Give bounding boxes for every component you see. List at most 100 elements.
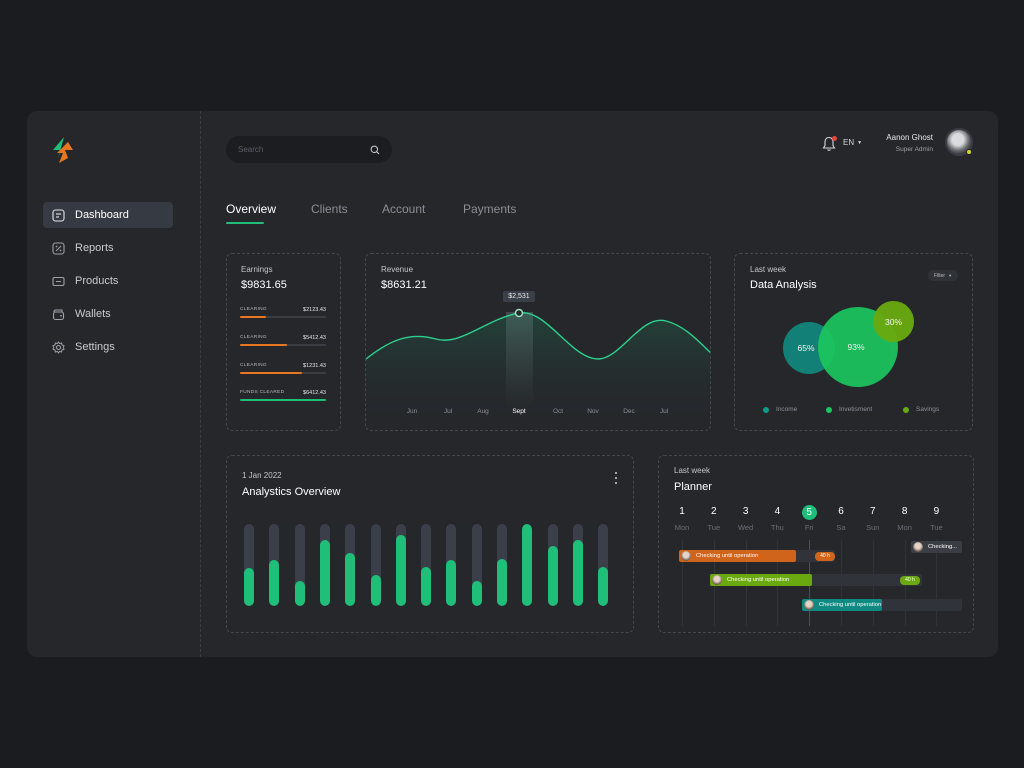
month-label[interactable]: Jul <box>659 408 669 415</box>
avatar[interactable] <box>945 128 973 156</box>
month-label[interactable]: Sept <box>512 408 526 415</box>
tab-clients[interactable]: Clients <box>311 202 348 216</box>
sidebar-item-dashboard[interactable]: Dashboard <box>43 202 173 228</box>
task-bar[interactable]: Checking... <box>911 541 962 553</box>
assignee-avatar <box>804 600 814 610</box>
analytics-date: 1 Jan 2022 <box>242 471 282 480</box>
task-hours-badge: 40 h <box>900 575 920 585</box>
wallet-icon <box>52 308 65 321</box>
data-analysis-title: Data Analysis <box>750 279 817 291</box>
search-input[interactable] <box>238 145 370 154</box>
legend-investment: Invetisment <box>826 406 872 413</box>
analytics-bar-fill <box>572 540 583 606</box>
language-selector[interactable]: EN ▼ <box>843 138 862 147</box>
day-name: Thu <box>770 523 784 532</box>
day-number: 2 <box>711 506 717 517</box>
analytics-bar[interactable] <box>446 524 457 606</box>
analytics-bar[interactable] <box>421 524 432 606</box>
analytics-bar[interactable] <box>572 524 583 606</box>
search-bar <box>226 136 392 163</box>
earnings-progress-track <box>240 399 326 401</box>
analytics-bar[interactable] <box>547 524 558 606</box>
user-name: Aanon Ghost <box>886 133 933 142</box>
planner-day[interactable]: 2 Tue <box>704 505 724 532</box>
sidebar-item-reports[interactable]: Reports <box>43 235 173 261</box>
month-label[interactable]: Jul <box>443 408 453 415</box>
legend-label: Income <box>776 406 798 413</box>
month-label[interactable]: Aug <box>477 408 489 415</box>
logo-icon <box>53 137 73 163</box>
assignee-avatar <box>712 575 722 585</box>
revenue-line-chart <box>366 308 710 430</box>
assignee-avatar <box>913 542 923 552</box>
month-label[interactable]: Nov <box>587 408 599 415</box>
planner-grid-line <box>682 540 683 626</box>
analytics-bar[interactable] <box>269 524 280 606</box>
task-label: Checking until operation <box>696 553 759 559</box>
planner-card: Last week Planner 1 Mon 2 Tue 3 Wed 4 Thu 5 Fri 6 S… <box>658 455 974 633</box>
tab-payments[interactable]: Payments <box>463 202 517 216</box>
task-bar[interactable]: Checking until operation <box>802 599 882 611</box>
task-bar[interactable]: Checking until operation <box>679 550 796 562</box>
dashboard-app: Dashboard Reports Products Wallets Setti… <box>27 111 998 657</box>
analytics-bar[interactable] <box>522 524 533 606</box>
analytics-bar[interactable] <box>395 524 406 606</box>
task-bar[interactable]: Checking until operation <box>710 574 812 586</box>
revenue-point-marker[interactable] <box>514 308 524 318</box>
analytics-bar[interactable] <box>345 524 356 606</box>
month-label[interactable]: Oct <box>552 408 564 415</box>
planner-day[interactable]: 3 Wed <box>736 505 756 532</box>
sidebar-item-wallets[interactable]: Wallets <box>43 301 173 327</box>
day-name: Sun <box>866 523 880 532</box>
day-name: Tue <box>930 523 943 532</box>
products-icon <box>52 275 65 288</box>
notification-dot <box>832 136 837 141</box>
settings-icon <box>52 340 65 354</box>
tab-overview[interactable]: Overview <box>226 202 277 216</box>
revenue-card: Revenue $8631.21 $2,531 Jun Jul Aug Sept Oct… <box>365 253 711 431</box>
investment-value: 93% <box>847 342 865 352</box>
sidebar-item-label: Reports <box>75 242 114 254</box>
tab-account[interactable]: Account <box>382 202 426 216</box>
analytics-bar[interactable] <box>319 524 330 606</box>
task-hours-badge: 40 h <box>815 551 835 561</box>
analytics-bar-fill <box>370 574 381 606</box>
notification-bell-icon[interactable] <box>822 136 837 152</box>
month-label[interactable]: Dec <box>623 408 635 415</box>
analytics-bar[interactable] <box>294 524 305 606</box>
analytics-bar[interactable] <box>370 524 381 606</box>
sidebar-item-settings[interactable]: Settings <box>43 334 173 360</box>
analytics-bar-fill <box>547 546 558 606</box>
day-number: 1 <box>679 506 685 517</box>
planner-day[interactable]: 1 Mon <box>672 505 692 532</box>
analytics-bar[interactable] <box>497 524 507 606</box>
earnings-card: Earnings $9831.65 CLEARING $2123.43 CLEARI… <box>226 253 341 431</box>
analytics-bar-fill <box>471 581 482 606</box>
analytics-bar[interactable] <box>471 524 482 606</box>
planner-day[interactable]: 8 Mon <box>895 505 915 532</box>
analytics-bar[interactable] <box>244 524 254 606</box>
day-number: 4 <box>774 506 781 517</box>
earnings-progress-fill <box>240 316 266 318</box>
sidebar-item-label: Dashboard <box>75 209 129 221</box>
revenue-label: Revenue <box>381 265 414 274</box>
filter-dropdown[interactable]: Filter ▼ <box>928 270 958 281</box>
sidebar-item-products[interactable]: Products <box>43 268 173 294</box>
more-options-icon[interactable] <box>614 472 618 484</box>
planner-day[interactable]: 4 Thu <box>767 505 787 532</box>
analytics-bar[interactable] <box>598 524 609 606</box>
legend-dot <box>903 406 909 413</box>
legend-dot <box>826 406 832 413</box>
planner-day[interactable]: 7 Sun <box>863 505 883 532</box>
legend-dot <box>763 406 769 413</box>
search-icon[interactable] <box>370 145 380 155</box>
planner-day[interactable]: 9 Tue <box>926 505 946 532</box>
planner-day[interactable]: 6 Sa <box>831 505 851 532</box>
earnings-row-label: CLEARING <box>240 335 267 340</box>
month-label[interactable]: Jun <box>406 408 418 415</box>
planner-day[interactable]: 5 Fri <box>799 505 819 532</box>
day-number: 8 <box>901 506 908 517</box>
earnings-progress-fill <box>240 344 288 346</box>
planner-grid-line <box>936 540 938 626</box>
savings-value: 30% <box>884 316 902 327</box>
